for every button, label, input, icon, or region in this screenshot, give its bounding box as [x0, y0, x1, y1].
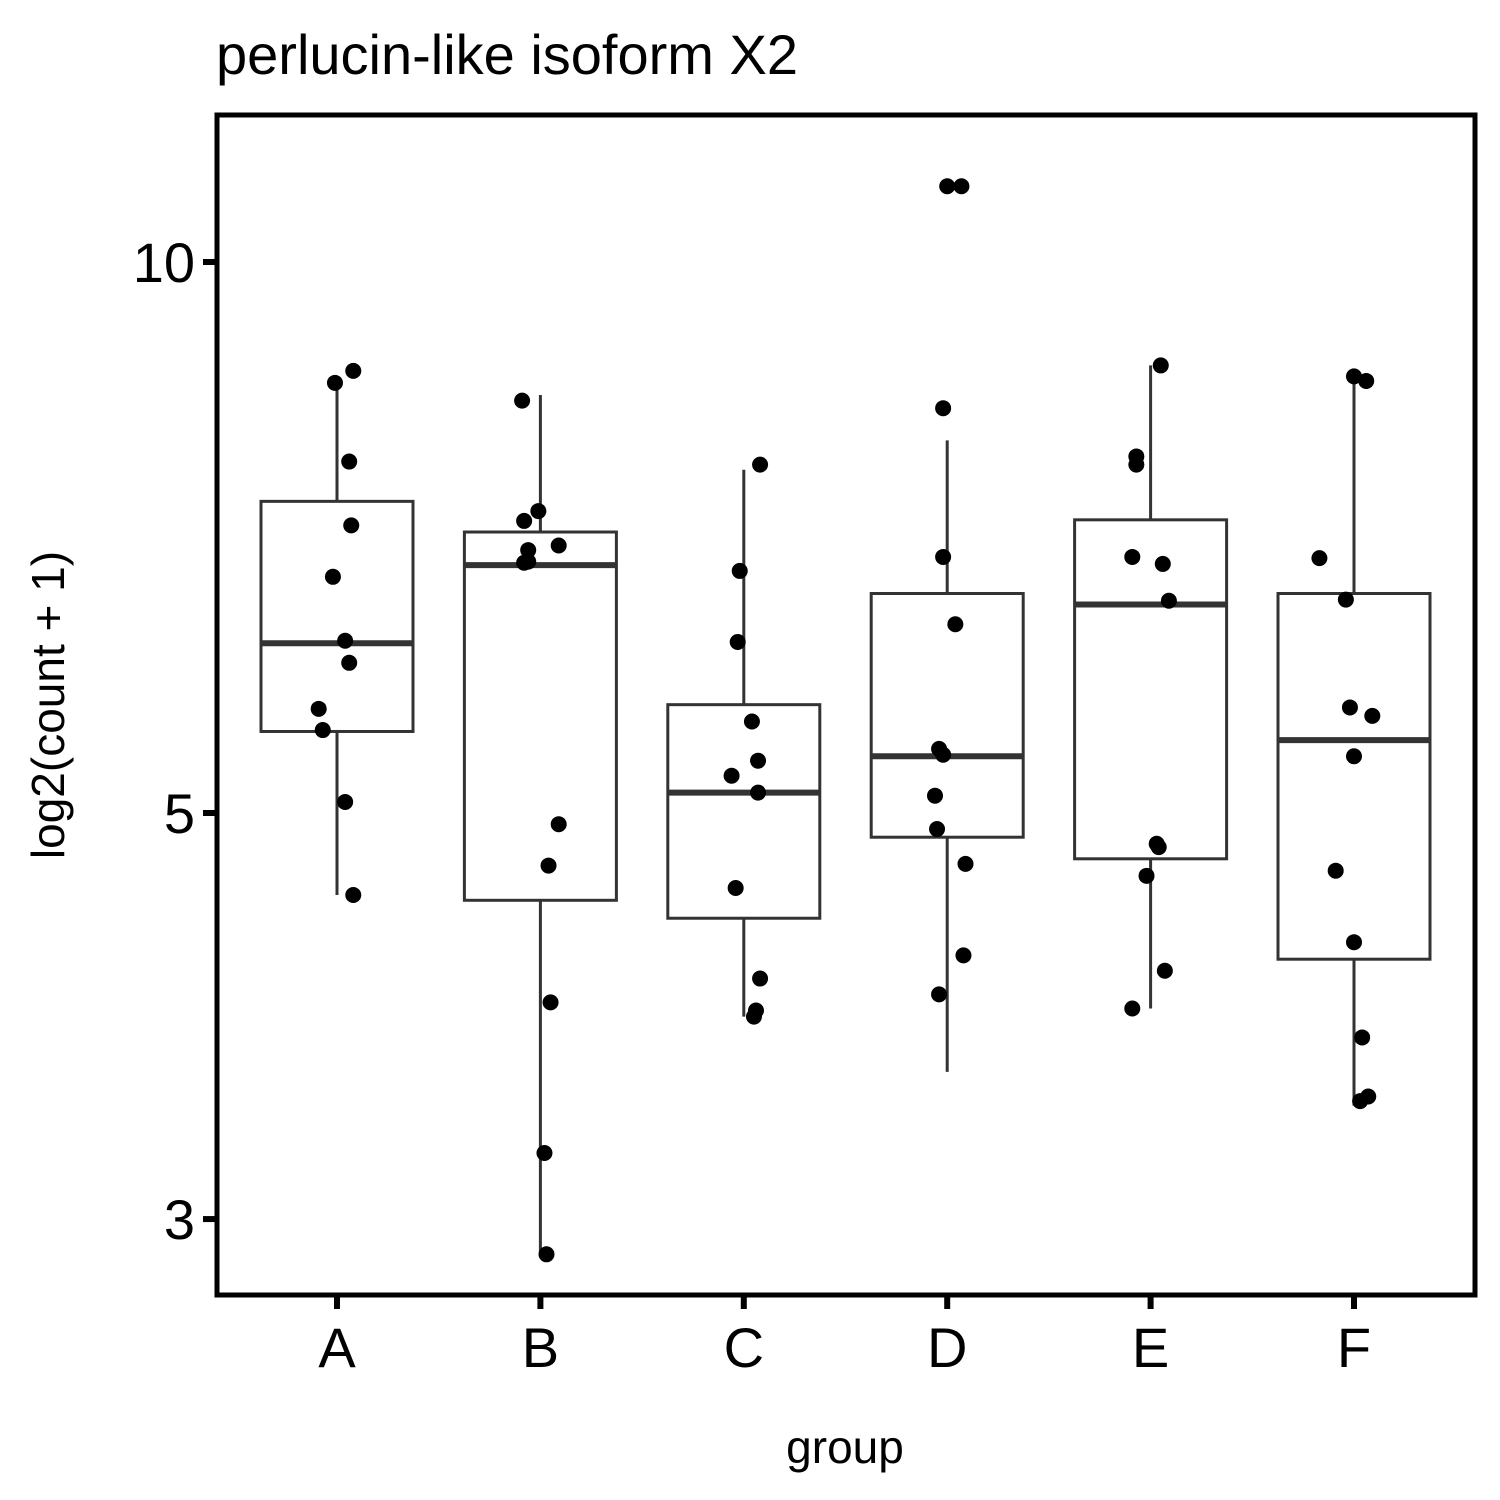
data-point [1364, 707, 1381, 724]
data-point [935, 548, 952, 565]
data-point [729, 634, 746, 651]
data-point [743, 713, 760, 730]
data-point [1346, 934, 1362, 951]
data-point [337, 793, 354, 810]
data-point [752, 456, 769, 473]
data-point [1152, 357, 1169, 374]
data-point [955, 947, 972, 964]
data-point [1124, 548, 1141, 565]
data-point [1346, 748, 1362, 765]
axes: 3 5 10 A B C D E F [133, 231, 1371, 1379]
data-point [929, 821, 946, 838]
data-point [341, 654, 358, 671]
box-iqr [666, 703, 822, 920]
box-group-c [666, 469, 822, 1017]
x-tick-label: D [927, 1316, 967, 1379]
data-point [345, 886, 362, 903]
data-point [1128, 456, 1145, 473]
data-point [727, 879, 744, 896]
box-iqr [259, 499, 415, 733]
data-point [540, 857, 557, 874]
y-tick-label: 3 [164, 1188, 195, 1251]
data-point [745, 1008, 762, 1025]
box-iqr [1073, 518, 1229, 861]
data-point [1352, 1093, 1369, 1110]
data-point [1358, 372, 1375, 389]
data-point [935, 746, 952, 763]
box-group-b [462, 394, 618, 1255]
data-point [1154, 555, 1171, 572]
data-point [1311, 550, 1328, 567]
box-iqr [1276, 592, 1432, 961]
data-point [550, 537, 567, 554]
data-point [723, 767, 740, 784]
data-point [530, 503, 547, 520]
data-point [1346, 368, 1362, 385]
data-point [1160, 592, 1177, 609]
data-point [343, 517, 360, 534]
data-point [550, 816, 567, 833]
data-point [538, 1246, 555, 1263]
panel-border [214, 112, 1478, 1298]
data-point [520, 553, 537, 570]
box-group-f [1276, 377, 1432, 1106]
y-axis-title: log2(count + 1) [22, 551, 74, 859]
box-group-e [1073, 365, 1229, 1009]
data-point [337, 632, 354, 649]
data-point [947, 616, 964, 633]
data-point [752, 970, 769, 987]
data-point [341, 453, 358, 470]
data-point [1124, 1000, 1141, 1017]
y-tick-label: 5 [164, 782, 195, 845]
data-point [536, 1144, 553, 1161]
data-point [953, 178, 970, 195]
x-tick-label: C [724, 1316, 764, 1379]
plot-area [259, 178, 1432, 1263]
data-point [1150, 839, 1167, 856]
data-point [939, 178, 956, 195]
data-point [1341, 699, 1358, 716]
box-iqr [869, 592, 1025, 839]
x-tick-label: A [318, 1316, 356, 1379]
data-point [514, 392, 531, 409]
box-group-a [259, 382, 415, 895]
data-point [731, 562, 748, 579]
data-point [542, 994, 559, 1011]
data-point [1156, 962, 1173, 979]
data-point [324, 568, 341, 585]
x-tick-label: B [522, 1316, 559, 1379]
box-iqr [462, 530, 618, 902]
data-point [326, 374, 343, 391]
x-tick-label: F [1337, 1316, 1371, 1379]
data-point [516, 512, 533, 529]
data-point [935, 400, 952, 417]
data-point [314, 722, 331, 739]
x-axis-title: group [786, 1421, 904, 1473]
data-point [957, 855, 974, 872]
x-tick-label: E [1132, 1316, 1169, 1379]
chart-title: perlucin-like isoform X2 [216, 23, 798, 86]
y-tick-label: 10 [133, 231, 195, 294]
data-point [1337, 591, 1354, 608]
box-group-d [869, 440, 1025, 1072]
data-point [345, 362, 362, 379]
data-point [926, 787, 943, 804]
data-point [1138, 867, 1155, 884]
data-point [931, 986, 948, 1003]
data-point [750, 784, 767, 801]
data-point [520, 542, 537, 559]
data-point [1327, 862, 1344, 879]
data-point [750, 752, 767, 769]
data-point [1354, 1029, 1371, 1046]
data-point [310, 700, 327, 717]
